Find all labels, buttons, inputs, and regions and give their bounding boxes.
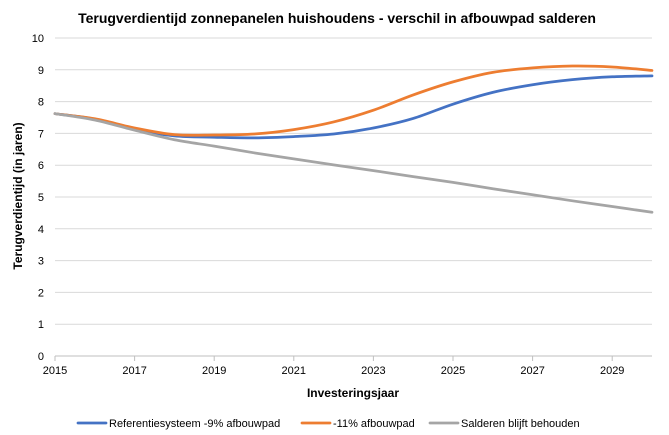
x-tick-label: 2025 xyxy=(441,365,465,377)
x-tick-label: 2023 xyxy=(361,365,385,377)
y-tick-label: 7 xyxy=(38,128,44,140)
series-line-salderen-behouden xyxy=(53,112,654,214)
y-tick-label: 4 xyxy=(38,224,44,236)
y-tick-label: 3 xyxy=(38,256,44,268)
series-lines xyxy=(53,64,654,214)
y-tick-label: 2 xyxy=(38,287,44,299)
series-line-reference-9pct xyxy=(53,74,654,140)
x-axis-ticks: 2015 2017 2019 2021 2023 2025 2027 2029 xyxy=(43,356,624,377)
x-tick-label: 2027 xyxy=(520,365,544,377)
y-tick-label: 10 xyxy=(32,33,44,45)
x-tick-label: 2015 xyxy=(43,365,67,377)
legend: Referentiesysteem -9% afbouwpad -11% afbo… xyxy=(76,418,580,430)
y-tick-label: 6 xyxy=(38,160,44,172)
y-tick-label: 0 xyxy=(38,351,44,363)
y-tick-label: 1 xyxy=(38,319,44,331)
y-tick-label: 5 xyxy=(38,192,44,204)
x-tick-label: 2019 xyxy=(202,365,226,377)
x-tick-label: 2021 xyxy=(282,365,306,377)
legend-label-salderen-behouden: Salderen blijft behouden xyxy=(461,418,580,430)
legend-label-afbouw-11pct: -11% afbouwpad xyxy=(333,418,415,430)
chart-title: Terugverdientijd zonnepanelen huishouden… xyxy=(78,10,596,26)
series-line-afbouw-11pct xyxy=(53,64,654,137)
y-tick-label: 8 xyxy=(38,97,44,109)
x-axis-label: Investeringsjaar xyxy=(307,386,399,400)
y-axis-label: Terugverdientijd (in jaren) xyxy=(11,122,25,269)
x-tick-label: 2029 xyxy=(600,365,624,377)
legend-label-reference-9pct: Referentiesysteem -9% afbouwpad xyxy=(109,418,280,430)
y-tick-label: 9 xyxy=(38,65,44,77)
x-tick-label: 2017 xyxy=(122,365,146,377)
y-axis-ticks: 0 1 2 3 4 5 6 7 8 9 10 xyxy=(32,33,44,363)
gridlines xyxy=(55,37,652,357)
